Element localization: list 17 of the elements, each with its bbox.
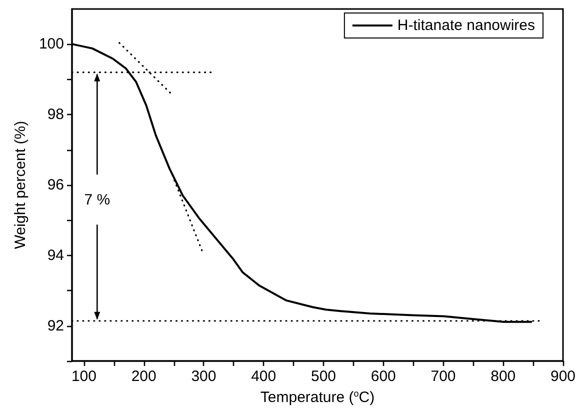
y-axis-title: Weight percent (%) <box>12 120 30 250</box>
annotation: 7 % <box>84 192 110 209</box>
x-tick-label: 800 <box>490 368 516 385</box>
x-tick-label: 300 <box>191 368 216 385</box>
x-tick-label: 900 <box>550 368 576 385</box>
y-tick-label: 92 <box>47 317 64 334</box>
x-tick-label: 700 <box>430 368 456 385</box>
y-tick-label: 96 <box>47 176 64 194</box>
x-tick-label: 400 <box>251 368 276 385</box>
legend-label: H-titanate nanowires <box>397 17 536 34</box>
x-tick-label: 500 <box>310 368 336 385</box>
y-tick-label: 100 <box>38 36 64 53</box>
x-tick-label: 600 <box>370 368 396 385</box>
x-tick-label: 100 <box>71 368 96 385</box>
x-tick-label: 200 <box>131 368 156 385</box>
y-tick-label: 98 <box>47 106 64 124</box>
y-tick-label: 94 <box>47 246 64 264</box>
